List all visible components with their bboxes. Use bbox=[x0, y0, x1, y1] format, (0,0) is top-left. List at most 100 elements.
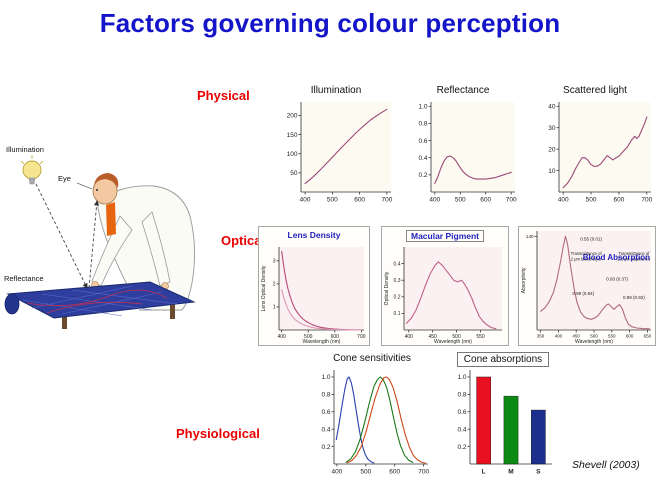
svg-text:Absorptivity: Absorptivity bbox=[521, 267, 527, 293]
chart-plot-lens-density: 1 2 3 400 500 600 700 Lens Optical Density Wavel… bbox=[259, 243, 369, 345]
svg-text:500: 500 bbox=[360, 469, 371, 476]
fabric-roll bbox=[4, 293, 20, 315]
svg-text:0.6: 0.6 bbox=[321, 409, 330, 416]
blood-absorption-label: Blood Absorption bbox=[582, 253, 650, 262]
svg-text:500: 500 bbox=[304, 334, 313, 340]
light-path-lines bbox=[35, 182, 100, 289]
svg-text:700: 700 bbox=[381, 197, 392, 204]
svg-text:400: 400 bbox=[331, 469, 342, 476]
svg-text:500: 500 bbox=[590, 334, 598, 339]
svg-text:1.0: 1.0 bbox=[321, 374, 330, 381]
svg-text:400: 400 bbox=[277, 334, 286, 340]
chart-title-reflectance: Reflectance bbox=[436, 85, 490, 96]
chart-illumination: Illumination 50 100 150 200 400 500 600 700 bbox=[276, 84, 396, 206]
svg-text:400: 400 bbox=[558, 197, 569, 204]
svg-text:Wavelength (nm): Wavelength (nm) bbox=[575, 339, 613, 345]
illumination-label: Illumination bbox=[6, 145, 44, 154]
chart-plot-scattered-light: 10 20 30 40 400 500 600 700 bbox=[534, 98, 656, 206]
svg-text:Wavelength (nm): Wavelength (nm) bbox=[434, 339, 472, 345]
chart-title-macular-pigment: Macular Pigment bbox=[382, 227, 508, 243]
tie bbox=[106, 202, 116, 236]
svg-text:2: 2 bbox=[273, 282, 276, 288]
svg-text:0.8: 0.8 bbox=[321, 392, 330, 399]
svg-text:3: 3 bbox=[273, 259, 276, 265]
chart-title-illumination: Illumination bbox=[310, 85, 362, 96]
svg-text:500: 500 bbox=[455, 197, 466, 204]
svg-text:40: 40 bbox=[548, 104, 556, 111]
chart-plot-cone-sensitivities: 0.2 0.4 0.6 0.8 1.0 400 500 600 700 bbox=[310, 366, 434, 478]
svg-text:0.2: 0.2 bbox=[321, 444, 330, 451]
table-surface bbox=[4, 281, 196, 329]
section-label-physical: Physical bbox=[197, 88, 250, 103]
svg-text:Transmittance of2 μm blood lay: Transmittance of 2 μm blood layer bbox=[571, 251, 603, 261]
chart-title-cone-sensitivities: Cone sensitivities bbox=[333, 353, 411, 364]
svg-text:650: 650 bbox=[644, 334, 652, 339]
eye-label: Eye bbox=[58, 174, 71, 183]
svg-text:0.2: 0.2 bbox=[457, 444, 466, 451]
svg-text:200: 200 bbox=[287, 113, 298, 120]
svg-text:0.93 (0.37): 0.93 (0.37) bbox=[606, 277, 628, 282]
svg-text:Wavelength (nm): Wavelength (nm) bbox=[303, 339, 341, 345]
chart-plot-cone-absorptions: 0.2 0.4 0.6 0.8 1.0 L M S bbox=[446, 366, 560, 478]
svg-text:Optical Density: Optical Density bbox=[384, 271, 390, 305]
chart-reflectance: Reflectance 0.2 0.4 0.6 0.8 1.0 400 500 600 700 bbox=[406, 84, 520, 206]
svg-text:30: 30 bbox=[548, 125, 556, 132]
svg-text:150: 150 bbox=[287, 132, 298, 139]
svg-text:700: 700 bbox=[641, 197, 652, 204]
svg-text:0.98 (0.84): 0.98 (0.84) bbox=[572, 291, 594, 296]
hair bbox=[94, 173, 119, 188]
svg-text:600: 600 bbox=[331, 334, 340, 340]
svg-text:0.1: 0.1 bbox=[394, 311, 401, 317]
chart-plot-macular-pigment: 0.1 0.2 0.3 0.4 400 450 500 550 Optical Density W… bbox=[382, 243, 508, 345]
chart-title-lens-density: Lens Density bbox=[259, 227, 369, 243]
svg-text:M: M bbox=[508, 469, 513, 476]
svg-text:Transmittance of2.8 μm capilla: Transmittance of 2.8 μm capillaries bbox=[618, 251, 651, 261]
page-title: Factors governing colour perception bbox=[99, 8, 561, 38]
chart-plot-illumination: 50 100 150 200 400 500 600 700 bbox=[276, 98, 396, 206]
svg-text:0.8: 0.8 bbox=[457, 392, 466, 399]
svg-text:0.3: 0.3 bbox=[394, 278, 401, 284]
scene-illustration: Illumination Eye Reflectance bbox=[2, 88, 217, 335]
svg-text:450: 450 bbox=[429, 334, 438, 340]
macular-pigment-label: Macular Pigment bbox=[405, 230, 485, 242]
svg-text:350: 350 bbox=[537, 334, 545, 339]
chart-blood-absorption: 140 350 400 450 500 550 600 650 0.55 (0.01) Trans… bbox=[518, 226, 656, 346]
lightbulb-icon bbox=[20, 155, 44, 185]
svg-text:0.4: 0.4 bbox=[457, 426, 466, 433]
svg-text:550: 550 bbox=[608, 334, 616, 339]
svg-text:20: 20 bbox=[548, 146, 556, 153]
chart-title-scattered-light: Scattered light bbox=[563, 85, 627, 96]
section-label-optical: Optical bbox=[221, 233, 266, 248]
chart-plot-reflectance: 0.2 0.4 0.6 0.8 1.0 400 500 600 700 bbox=[406, 98, 520, 206]
svg-text:500: 500 bbox=[586, 197, 597, 204]
svg-text:S: S bbox=[536, 469, 541, 476]
svg-text:600: 600 bbox=[626, 334, 634, 339]
svg-text:600: 600 bbox=[480, 197, 491, 204]
svg-text:0.6: 0.6 bbox=[418, 138, 427, 145]
svg-text:140: 140 bbox=[526, 234, 534, 239]
svg-text:0.2: 0.2 bbox=[418, 172, 427, 179]
svg-text:10: 10 bbox=[548, 168, 556, 175]
svg-text:0.6: 0.6 bbox=[457, 409, 466, 416]
illustration-graphic bbox=[4, 155, 196, 329]
chart-cone-absorptions: Cone absorptions 0.2 0.4 0.6 0.8 1.0 L M S bbox=[446, 352, 560, 478]
chart-lens-density: Lens Density 1 2 3 400 500 600 700 Lens Optical… bbox=[258, 226, 370, 346]
person-figure bbox=[91, 173, 196, 311]
svg-text:50: 50 bbox=[290, 170, 298, 177]
citation: Shevell (2003) bbox=[572, 459, 640, 471]
chart-macular-pigment: Macular Pigment 0.1 0.2 0.3 0.4 400 450 500 550… bbox=[381, 226, 509, 346]
svg-text:0.4: 0.4 bbox=[394, 261, 401, 267]
eye-dot bbox=[96, 189, 98, 191]
chart-title-cone-absorptions: Cone absorptions bbox=[446, 352, 560, 367]
svg-text:700: 700 bbox=[418, 469, 429, 476]
eye-pointer-line bbox=[76, 182, 93, 190]
svg-text:500: 500 bbox=[327, 197, 338, 204]
svg-text:1.0: 1.0 bbox=[457, 374, 466, 381]
svg-text:1.0: 1.0 bbox=[418, 104, 427, 111]
svg-text:0.55 (0.01): 0.55 (0.01) bbox=[580, 236, 602, 241]
svg-text:0.2: 0.2 bbox=[394, 295, 401, 301]
svg-text:L: L bbox=[482, 469, 486, 476]
svg-text:600: 600 bbox=[614, 197, 625, 204]
lens-density-label: Lens Density bbox=[287, 230, 341, 240]
section-label-physiological: Physiological bbox=[176, 426, 260, 441]
